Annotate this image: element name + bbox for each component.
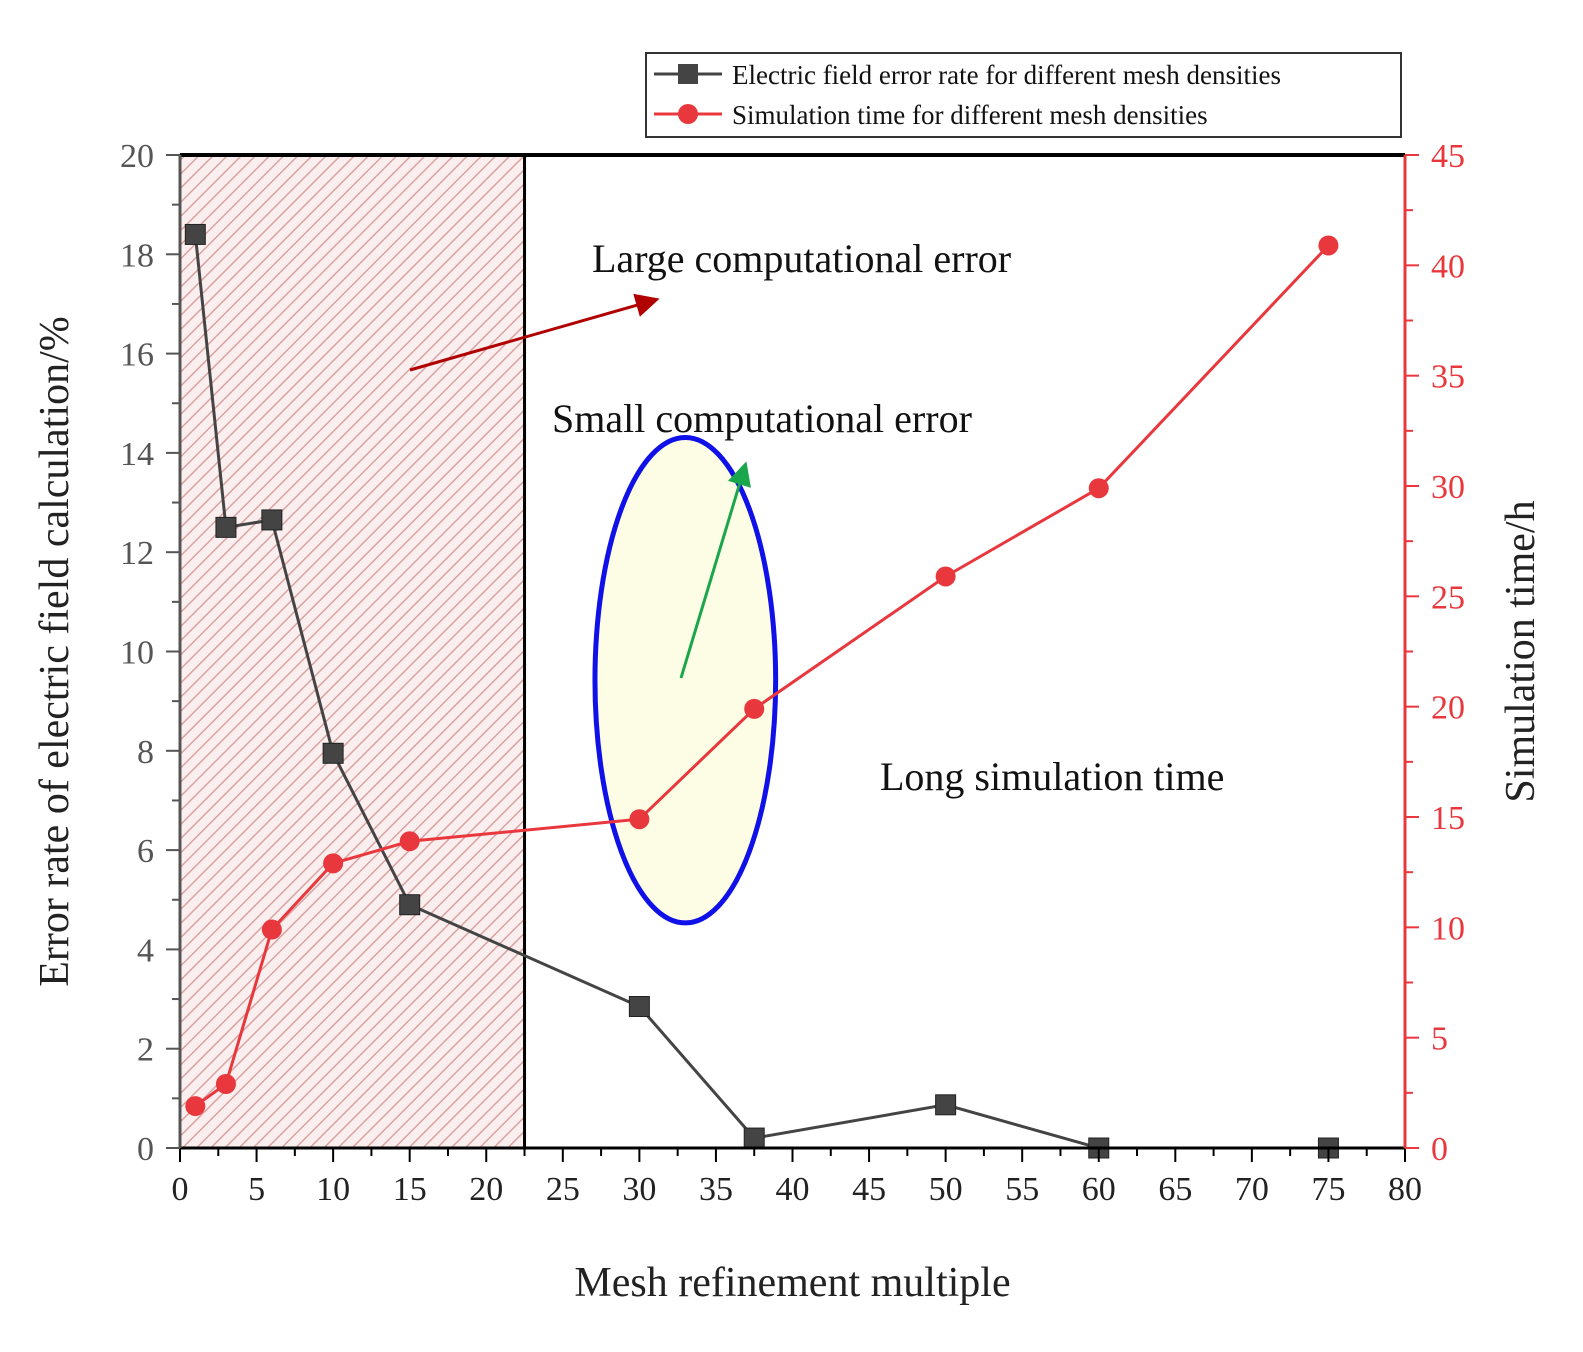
annotation-small-error: Small computational error: [552, 396, 972, 441]
x-tick-label: 25: [546, 1171, 580, 1208]
simulation-time-point: [261, 919, 282, 940]
left-y-tick-label: 14: [120, 436, 154, 473]
legend-error-marker: [678, 64, 698, 84]
left-y-tick-label: 6: [137, 833, 154, 870]
right-y-tick-label: 0: [1431, 1131, 1448, 1168]
x-tick-label: 75: [1311, 1171, 1345, 1208]
left-y-axis-title: Error rate of electric field calculation…: [32, 316, 78, 986]
simulation-time-point: [399, 831, 420, 852]
x-tick-label: 60: [1082, 1171, 1116, 1208]
simulation-time-point: [215, 1074, 236, 1095]
right-y-tick-label: 25: [1431, 579, 1465, 616]
left-y-tick-label: 2: [137, 1032, 154, 1069]
right-y-tick-label: 35: [1431, 359, 1465, 396]
error-rate-series-line: [193, 234, 1329, 1150]
error-rate-point: [322, 742, 344, 764]
right-y-tick-label: 40: [1431, 248, 1465, 285]
simulation-time-point: [935, 566, 956, 587]
simulation-time-point: [185, 1096, 206, 1117]
simulation-time-point: [1088, 478, 1109, 499]
arrow-small-error: [679, 461, 751, 679]
left-y-tick-label: 20: [120, 138, 154, 175]
simulation-time-series-line: [194, 244, 1330, 1108]
left-y-tick-label: 16: [120, 337, 154, 374]
left-y-tick-label: 10: [120, 635, 154, 672]
error-rate-point: [215, 516, 237, 538]
right-y-tick-label: 10: [1431, 910, 1465, 947]
simulation-time-point: [323, 853, 344, 874]
x-tick-label: 30: [622, 1171, 656, 1208]
right-y-tick-label: 5: [1431, 1021, 1448, 1058]
error-rate-point: [261, 509, 283, 531]
x-tick-label: 45: [852, 1171, 886, 1208]
highlight-ellipse: [592, 434, 779, 926]
right-y-axis-title: Simulation time/h: [1498, 500, 1544, 802]
simulation-time-point: [1318, 235, 1339, 256]
x-tick-label: 0: [172, 1171, 189, 1208]
x-tick-label: 40: [776, 1171, 810, 1208]
error-rate-point: [399, 894, 421, 916]
x-tick-label: 55: [1005, 1171, 1039, 1208]
left-y-tick-label: 18: [120, 237, 154, 274]
x-tick-label: 20: [469, 1171, 503, 1208]
x-tick-label: 5: [248, 1171, 265, 1208]
left-y-tick-label: 12: [120, 535, 154, 572]
legend-time-label: Simulation time for different mesh densi…: [732, 100, 1208, 130]
left-y-tick-label: 8: [137, 734, 154, 771]
arrow-large-error: [409, 293, 660, 372]
annotation-long-time: Long simulation time: [880, 754, 1224, 799]
x-tick-label: 10: [316, 1171, 350, 1208]
x-tick-label: 35: [699, 1171, 733, 1208]
x-tick-label: 50: [929, 1171, 963, 1208]
error-rate-point: [935, 1094, 957, 1116]
legend-box: [645, 52, 1402, 138]
legend-error-label: Electric field error rate for different …: [732, 60, 1281, 90]
right-y-tick-label: 45: [1431, 138, 1465, 175]
x-tick-label: 15: [393, 1171, 427, 1208]
right-y-tick-label: 20: [1431, 690, 1465, 727]
x-tick-label: 70: [1235, 1171, 1269, 1208]
right-y-tick-label: 15: [1431, 800, 1465, 837]
annotation-large-error: Large computational error: [592, 236, 1011, 281]
x-axis-title: Mesh refinement multiple: [574, 1260, 1010, 1306]
left-y-tick-label: 4: [137, 932, 154, 969]
error-rate-point: [184, 223, 206, 245]
error-rate-point: [628, 995, 650, 1017]
x-tick-label: 80: [1388, 1171, 1422, 1208]
right-y-tick-label: 30: [1431, 469, 1465, 506]
left-y-tick-label: 0: [137, 1131, 154, 1168]
simulation-time-point: [629, 809, 650, 830]
x-tick-label: 65: [1158, 1171, 1192, 1208]
hatched-region: [180, 155, 525, 1148]
legend-time-marker: [678, 104, 698, 124]
error-rate-point: [743, 1127, 765, 1149]
simulation-time-point: [744, 698, 765, 719]
